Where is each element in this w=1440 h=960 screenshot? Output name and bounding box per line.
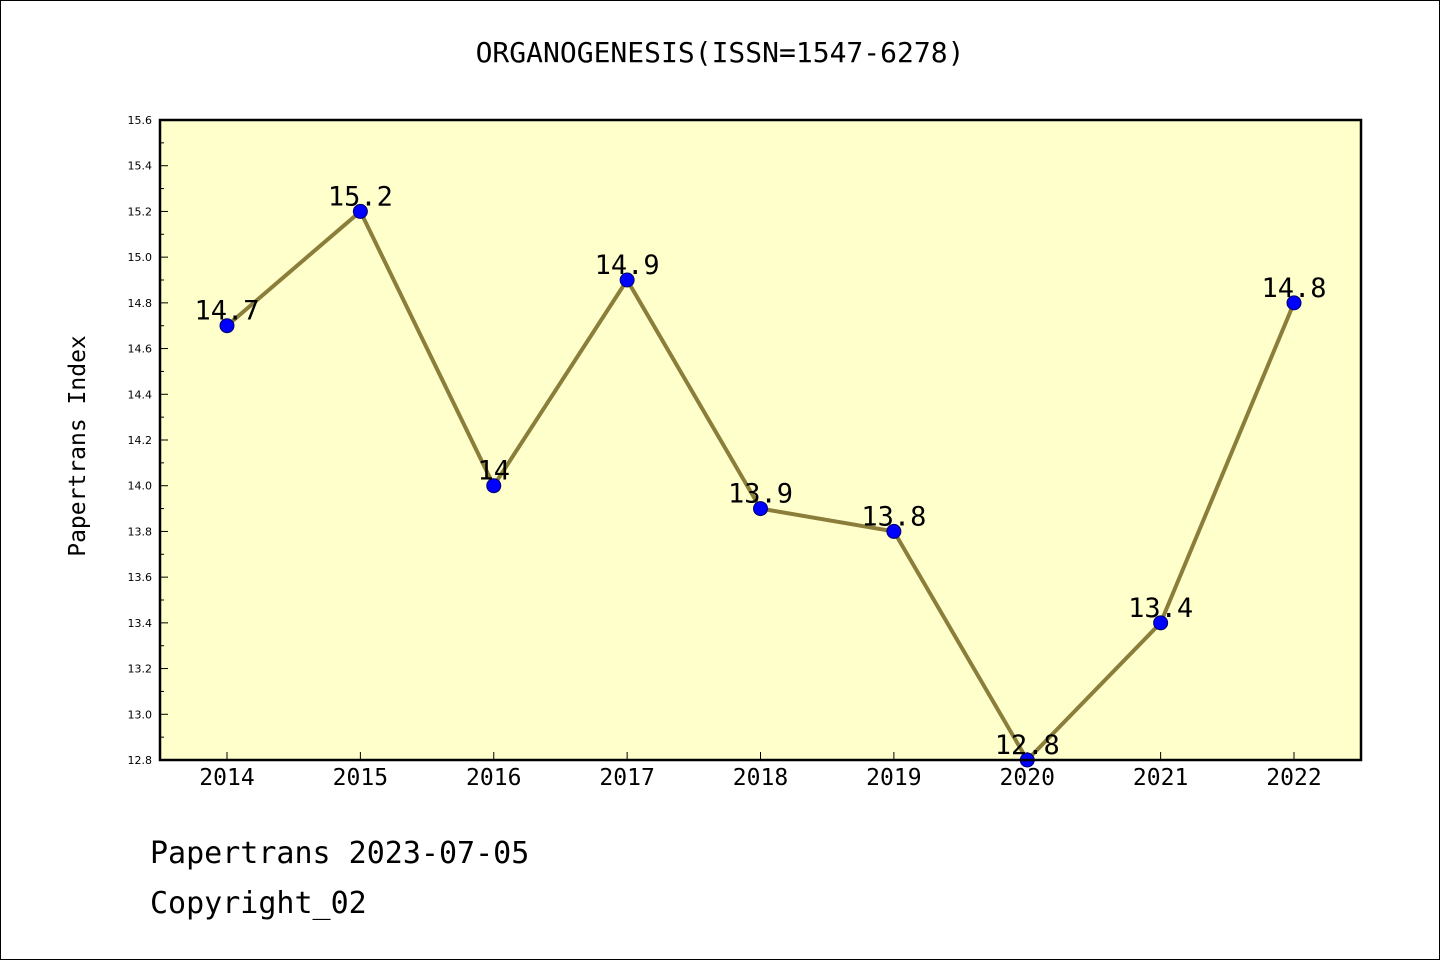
y-tick-label: 15.0 bbox=[128, 251, 153, 264]
y-tick-label: 13.6 bbox=[128, 571, 153, 584]
chart-title: ORGANOGENESIS(ISSN=1547-6278) bbox=[475, 36, 965, 69]
x-tick-label: 2017 bbox=[599, 765, 654, 791]
y-tick-label: 12.8 bbox=[128, 754, 153, 767]
footer-copyright: Copyright_02 bbox=[150, 886, 367, 921]
plot-border bbox=[158, 118, 1363, 762]
x-tick-label: 2014 bbox=[199, 765, 254, 791]
x-tick-label: 2022 bbox=[1266, 765, 1321, 791]
x-tick-label: 2015 bbox=[333, 765, 388, 791]
y-tick-label: 14.4 bbox=[128, 388, 153, 401]
y-tick-label: 14.8 bbox=[128, 297, 153, 310]
x-tick-label: 2016 bbox=[466, 765, 521, 791]
x-tick-label: 2021 bbox=[1133, 765, 1188, 791]
y-tick-label: 15.2 bbox=[128, 205, 153, 218]
y-tick-label: 13.0 bbox=[128, 708, 153, 721]
y-tick-label: 15.6 bbox=[128, 114, 153, 127]
y-tick-label: 15.4 bbox=[128, 160, 153, 173]
data-point bbox=[486, 478, 502, 494]
data-point bbox=[1286, 295, 1302, 311]
data-label: 15.2 bbox=[328, 181, 393, 212]
data-point bbox=[352, 203, 368, 219]
data-label: 14.9 bbox=[595, 250, 660, 281]
data-label: 14 bbox=[477, 456, 510, 487]
y-tick-label: 14.2 bbox=[128, 434, 153, 447]
data-point bbox=[1153, 615, 1169, 631]
data-label: 14.8 bbox=[1261, 273, 1326, 304]
data-point bbox=[753, 501, 768, 517]
y-tick-label: 13.4 bbox=[128, 617, 153, 630]
data-label: 14.7 bbox=[194, 296, 259, 327]
x-tick-label: 2020 bbox=[1000, 765, 1055, 791]
y-tick-label: 14.0 bbox=[128, 480, 153, 493]
data-point bbox=[619, 272, 635, 288]
y-tick-label: 14.6 bbox=[128, 343, 153, 356]
data-label: 13.8 bbox=[861, 501, 926, 532]
data-point bbox=[886, 523, 902, 539]
x-tick-label: 2018 bbox=[733, 765, 788, 791]
data-point bbox=[219, 318, 235, 334]
data-label: 13.4 bbox=[1128, 593, 1193, 624]
x-tick-label: 2019 bbox=[866, 765, 921, 791]
y-tick-label: 13.2 bbox=[128, 663, 153, 676]
footer-date: Papertrans 2023-07-05 bbox=[150, 836, 530, 871]
data-label: 12.8 bbox=[995, 730, 1060, 761]
plot-area bbox=[160, 120, 1361, 760]
data-label: 13.9 bbox=[728, 479, 793, 510]
y-tick-label: 13.8 bbox=[128, 525, 153, 538]
